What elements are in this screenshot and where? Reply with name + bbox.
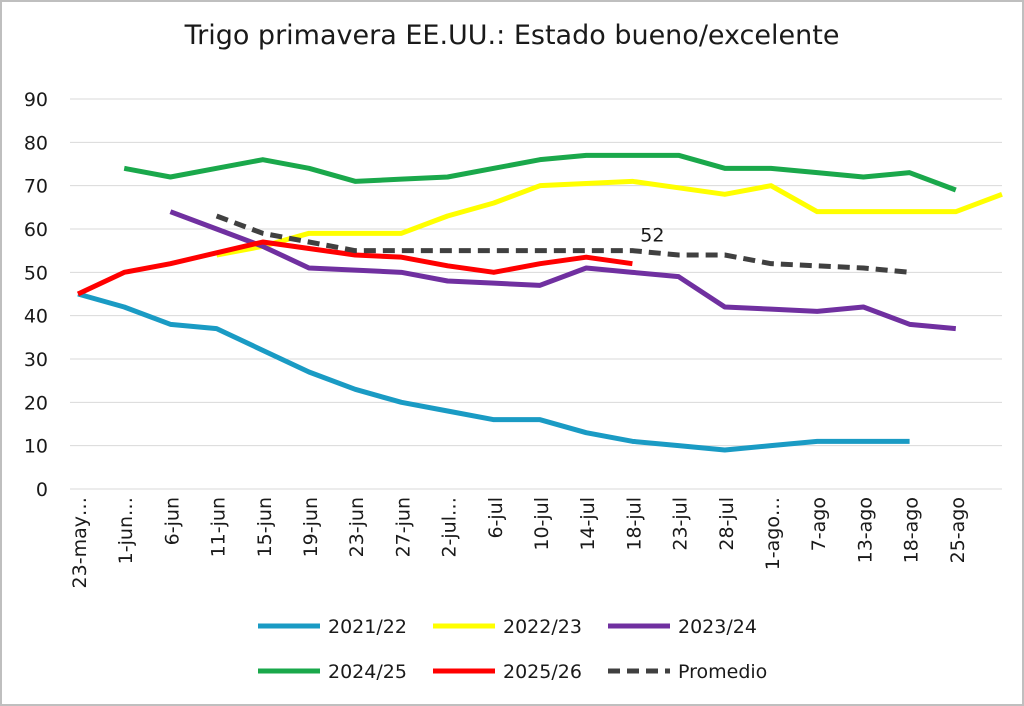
series-line <box>123 152 957 193</box>
y-tick-label: 0 <box>36 479 48 501</box>
legend-label: 2024/25 <box>328 661 407 683</box>
series-line <box>77 291 910 453</box>
series-line <box>216 178 1003 258</box>
y-tick-label: 30 <box>24 349 48 371</box>
y-tick-label: 60 <box>24 219 48 241</box>
x-tick-label: 19-jun <box>300 497 322 557</box>
x-tick-label: 15-jun <box>254 497 276 557</box>
x-tick-label: 18-ago <box>901 497 923 563</box>
x-tick-label: 27-jun <box>392 497 414 557</box>
x-tick-label: 28-jul <box>716 497 738 551</box>
y-tick-label: 70 <box>24 176 48 198</box>
x-tick-label: 7-ago <box>808 497 830 551</box>
x-tick-label: 25-ago <box>947 497 969 563</box>
y-tick-label: 50 <box>24 262 48 284</box>
x-tick-label: 6-jun <box>161 497 183 545</box>
legend-label: 2025/26 <box>503 661 582 683</box>
x-tick-label: 2-jul… <box>439 497 461 558</box>
x-tick-label: 1-jun… <box>115 497 137 564</box>
x-tick-label: 14-jul <box>577 497 599 551</box>
x-tick-label: 6-jul <box>485 497 507 539</box>
series-line <box>76 239 633 297</box>
series-line <box>215 213 910 275</box>
y-tick-label: 80 <box>24 132 48 154</box>
y-tick-label: 20 <box>24 392 48 414</box>
x-tick-label: 13-ago <box>854 497 876 563</box>
y-tick-label: 10 <box>24 436 48 458</box>
x-tick-label: 23-jun <box>346 497 368 557</box>
chart-title: Trigo primavera EE.UU.: Estado bueno/exc… <box>184 20 840 51</box>
x-tick-label: 10-jul <box>531 497 553 551</box>
x-tick-label: 11-jun <box>208 497 230 557</box>
y-tick-label: 90 <box>24 89 48 111</box>
series-line <box>169 209 957 332</box>
legend-label: 2022/23 <box>503 616 582 638</box>
legend-label: 2023/24 <box>678 616 757 638</box>
x-tick-label: 18-jul <box>623 497 645 551</box>
x-tick-label: 23-jul <box>670 497 692 551</box>
x-tick-label: 1-ago… <box>762 497 784 570</box>
y-tick-label: 40 <box>24 306 48 328</box>
annotation: 52 <box>640 225 664 247</box>
legend-label: 2021/22 <box>328 616 407 638</box>
x-tick-label: 23-may… <box>69 497 91 588</box>
legend-label: Promedio <box>678 661 767 683</box>
